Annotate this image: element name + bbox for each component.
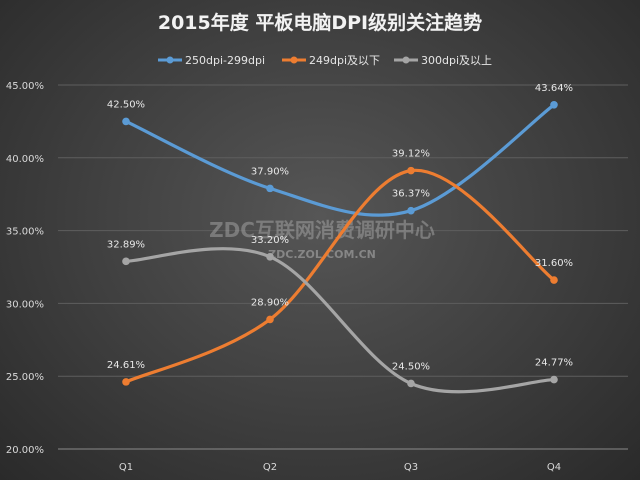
series-line — [124, 103, 556, 217]
data-label: 42.50% — [107, 99, 145, 110]
series-line — [124, 247, 556, 394]
data-label: 32.89% — [107, 239, 145, 250]
legend-label: 300dpi及以上 — [421, 54, 492, 67]
chart-title: 2015年度 平板电脑DPI级别关注趋势 — [158, 11, 482, 34]
watermark-line1: ZDC互联网消费调研中心 — [209, 218, 435, 242]
x-tick-label: Q2 — [263, 462, 277, 473]
x-axis: Q1 Q2 Q3 Q4 — [119, 462, 561, 473]
x-tick-label: Q3 — [404, 462, 418, 473]
data-point — [407, 206, 415, 215]
legend-marker — [402, 56, 410, 64]
data-point — [550, 101, 558, 109]
data-label: 24.77% — [535, 358, 573, 369]
data-label: 31.60% — [535, 258, 573, 269]
series-layer — [122, 101, 558, 394]
data-label: 43.64% — [535, 83, 573, 94]
data-point — [407, 379, 415, 388]
data-labels: 42.50% 37.90% 36.37% 43.64% 24.61% 28.90% 39.1… — [107, 83, 573, 373]
data-label: 36.37% — [392, 189, 430, 200]
data-point — [266, 253, 274, 261]
legend-label: 250dpi-299dpi — [185, 54, 265, 67]
data-label: 24.61% — [107, 360, 145, 371]
data-point — [122, 257, 130, 266]
y-tick-label: 35.00% — [6, 227, 44, 238]
data-label: 39.12% — [392, 149, 430, 160]
data-point — [122, 117, 130, 126]
data-point — [550, 276, 558, 284]
data-label: 33.20% — [251, 235, 289, 246]
x-tick-label: Q1 — [119, 462, 133, 473]
data-point — [122, 378, 130, 386]
y-tick-label: 25.00% — [6, 372, 44, 383]
legend-marker — [290, 56, 298, 64]
legend-label: 249dpi及以下 — [309, 54, 380, 67]
x-tick-label: Q4 — [547, 462, 561, 473]
y-tick-label: 30.00% — [6, 299, 44, 310]
series-line — [124, 168, 556, 384]
y-tick-label: 40.00% — [6, 154, 44, 165]
data-label: 28.90% — [251, 297, 289, 308]
watermark-line2: ZDC.ZOL.COM.CN — [268, 248, 376, 261]
y-tick-label: 20.00% — [6, 445, 44, 456]
data-label: 24.50% — [392, 361, 430, 372]
data-point — [407, 166, 415, 175]
data-point — [266, 315, 274, 324]
legend: 250dpi-299dpi 249dpi及以下 300dpi及以上 — [158, 54, 492, 67]
watermark: ZDC互联网消费调研中心 ZDC.ZOL.COM.CN — [209, 218, 435, 261]
legend-marker — [166, 56, 174, 64]
y-tick-label: 45.00% — [6, 81, 44, 92]
y-axis: 20.00% 25.00% 30.00% 35.00% 40.00% 45.00% — [6, 81, 44, 456]
data-point — [550, 375, 558, 384]
data-point — [266, 184, 274, 193]
data-label: 37.90% — [251, 166, 289, 177]
